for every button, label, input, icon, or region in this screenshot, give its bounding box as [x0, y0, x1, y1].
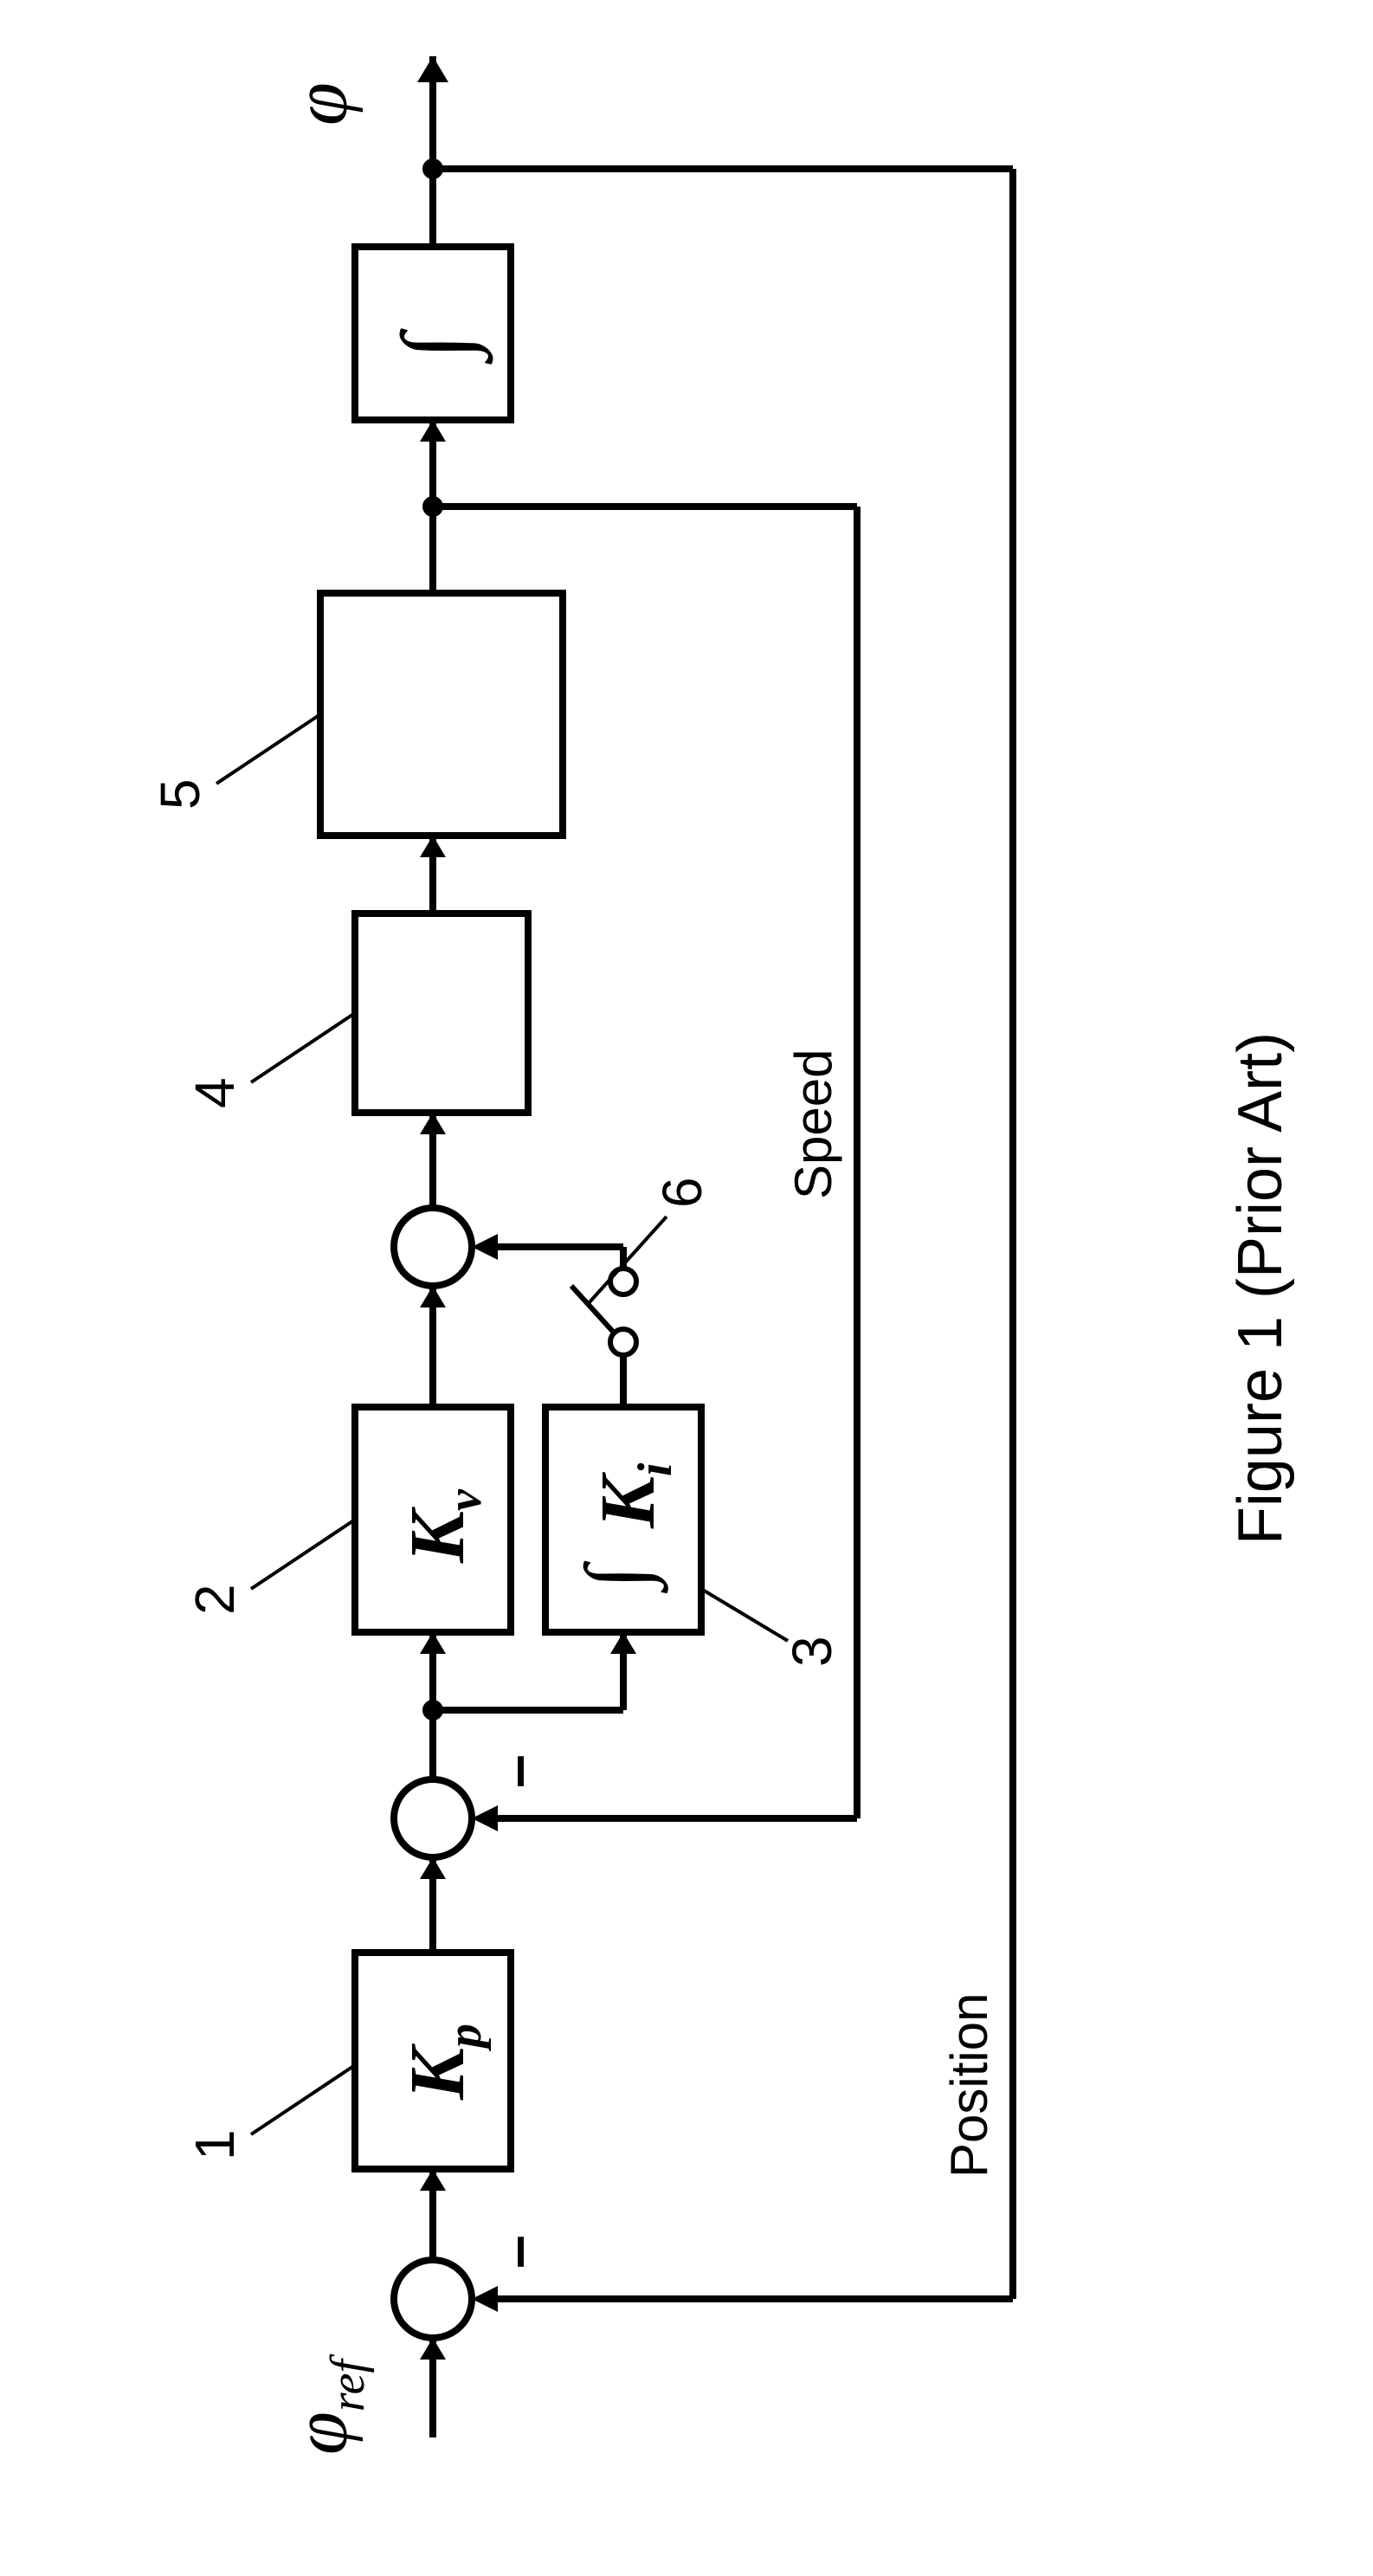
arrowhead [472, 1805, 498, 1831]
block-4 [355, 914, 528, 1113]
sum-junction-1 [394, 2260, 472, 2338]
block-5 [320, 593, 563, 836]
ref-num-5: 5 [149, 778, 211, 810]
figure-caption: Figure 1 (Prior Art) [1226, 1032, 1295, 1545]
control-block-diagram: φref Kp 1 Kv [35, 35, 1338, 2541]
ref-leader [589, 1217, 667, 1303]
ref-leader [251, 1013, 355, 1082]
ki-integral: ∫ [568, 1560, 668, 1594]
sum-junction-3 [394, 1208, 472, 1286]
ref-leader [251, 1520, 355, 1589]
position-label: Position [940, 1993, 998, 2178]
ref-num-2: 2 [184, 1584, 246, 1615]
kp-label: Kp [395, 2024, 492, 2101]
ref-leader [216, 714, 320, 784]
minus-sign-speed: – [482, 1754, 550, 1788]
input-signal-label: φref [278, 2353, 375, 2455]
ki-label: Ki [585, 1462, 682, 1529]
output-signal-label: φ [278, 82, 364, 126]
arrowhead [472, 1234, 498, 1260]
ref-leader [701, 1589, 788, 1641]
speed-label: Speed [784, 1049, 842, 1200]
minus-sign-position: – [482, 2235, 550, 2269]
ref-num-1: 1 [184, 2129, 246, 2160]
arrowhead [472, 2286, 498, 2312]
switch-blade [571, 1286, 615, 1333]
arrowhead [417, 56, 448, 82]
kv-label: Kv [395, 1488, 492, 1564]
ref-num-3: 3 [781, 1636, 843, 1667]
ref-num-4: 4 [184, 1077, 246, 1108]
ref-leader [251, 2065, 355, 2134]
sum-junction-2 [394, 1779, 472, 1857]
ref-num-6: 6 [651, 1177, 713, 1208]
integrator-symbol: ∫ [383, 328, 493, 365]
